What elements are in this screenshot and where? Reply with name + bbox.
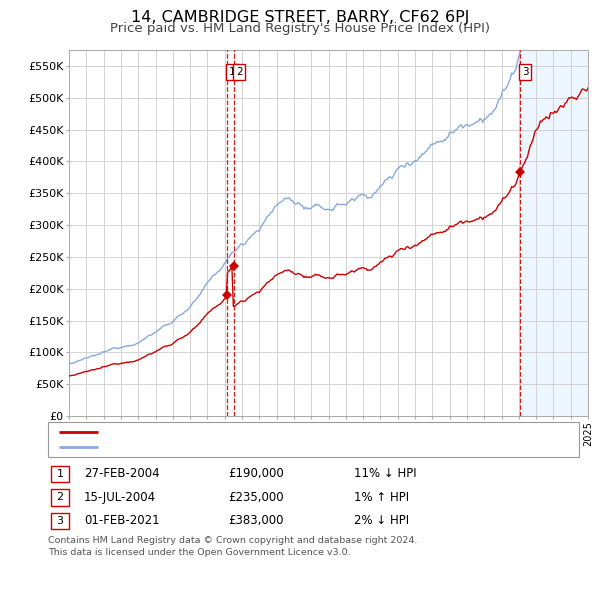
Text: 11% ↓ HPI: 11% ↓ HPI xyxy=(354,467,416,480)
Text: 15-JUL-2004: 15-JUL-2004 xyxy=(84,491,156,504)
Text: 3: 3 xyxy=(56,516,64,526)
Text: 2: 2 xyxy=(236,67,242,77)
Text: 1% ↑ HPI: 1% ↑ HPI xyxy=(354,491,409,504)
Text: 2% ↓ HPI: 2% ↓ HPI xyxy=(354,514,409,527)
Bar xyxy=(520,50,588,416)
Text: HPI: Average price, detached house, Vale of Glamorgan: HPI: Average price, detached house, Vale… xyxy=(104,442,394,453)
Text: 3: 3 xyxy=(522,67,529,77)
Text: Price paid vs. HM Land Registry's House Price Index (HPI): Price paid vs. HM Land Registry's House … xyxy=(110,22,490,35)
Text: 14, CAMBRIDGE STREET, BARRY, CF62 6PJ: 14, CAMBRIDGE STREET, BARRY, CF62 6PJ xyxy=(131,10,469,25)
Text: 27-FEB-2004: 27-FEB-2004 xyxy=(84,467,160,480)
Text: 01-FEB-2021: 01-FEB-2021 xyxy=(84,514,160,527)
Text: This data is licensed under the Open Government Licence v3.0.: This data is licensed under the Open Gov… xyxy=(48,548,350,556)
Text: £235,000: £235,000 xyxy=(228,491,284,504)
Text: £190,000: £190,000 xyxy=(228,467,284,480)
Text: 1: 1 xyxy=(56,469,64,478)
Text: Contains HM Land Registry data © Crown copyright and database right 2024.: Contains HM Land Registry data © Crown c… xyxy=(48,536,418,545)
Text: 1: 1 xyxy=(229,67,236,77)
Text: 2: 2 xyxy=(56,493,64,502)
Text: 14, CAMBRIDGE STREET, BARRY, CF62 6PJ (detached house): 14, CAMBRIDGE STREET, BARRY, CF62 6PJ (d… xyxy=(104,427,418,437)
Text: £383,000: £383,000 xyxy=(228,514,284,527)
